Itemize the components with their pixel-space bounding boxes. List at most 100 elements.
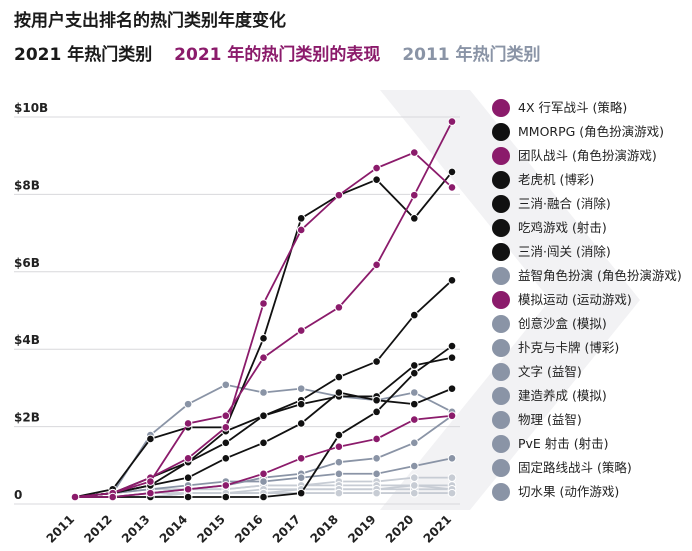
legend-swatch — [492, 483, 510, 501]
data-point — [447, 473, 457, 482]
legend-item: 文字 (益智) — [492, 362, 688, 382]
data-point — [447, 167, 457, 177]
data-point — [221, 411, 231, 421]
y-tick-label: $8B — [14, 178, 40, 192]
legend-label: 4X 行军战斗 (策略) — [518, 100, 628, 115]
series-lines — [70, 117, 457, 502]
legend-item: 固定路线战斗 (策略) — [492, 458, 688, 478]
y-tick-label: $6B — [14, 256, 40, 270]
legend-swatch — [492, 243, 510, 261]
legend-item: 模拟运动 (运动游戏) — [492, 290, 688, 310]
legend-item: 建造养成 (模拟) — [492, 386, 688, 406]
legend-label: 三消·融合 (消除) — [518, 196, 611, 211]
y-tick-label: $10B — [14, 101, 48, 115]
data-point — [447, 488, 457, 498]
legend-label: 老虎机 (博彩) — [518, 172, 595, 187]
data-point — [410, 361, 419, 370]
legend-label: 模拟运动 (运动游戏) — [518, 292, 632, 307]
data-point — [447, 411, 457, 421]
data-point — [259, 438, 268, 448]
legend-item: 物理 (益智) — [492, 410, 688, 430]
x-tick-label: 2014 — [157, 512, 191, 546]
data-point — [183, 473, 193, 482]
data-point — [259, 353, 268, 362]
data-point — [372, 395, 381, 405]
data-point — [447, 454, 457, 463]
data-point — [447, 183, 457, 192]
legend-label: 扑克与卡牌 (博彩) — [518, 340, 620, 355]
chevron-watermark — [380, 90, 640, 510]
legend-label: 团队战斗 (角色扮演游戏) — [518, 148, 657, 163]
data-point — [183, 484, 193, 494]
data-point — [334, 303, 344, 312]
data-point — [372, 407, 381, 417]
x-tick-label: 2020 — [383, 512, 417, 546]
data-point — [372, 163, 381, 173]
legend-item: PvE 射击 (射击) — [492, 434, 688, 454]
legend-swatch — [492, 123, 510, 141]
x-tick-label: 2018 — [308, 512, 342, 546]
subtitle-2011-top: 2011 年热门类别 — [402, 45, 541, 65]
data-point — [447, 275, 457, 285]
subtitle-row: 2021 年热门类别 2021 年的热门类别的表现 2011 年热门类别 — [14, 40, 557, 65]
data-point — [334, 442, 344, 451]
legend-item: 三消·闯关 (消除) — [492, 242, 688, 262]
data-point — [221, 380, 231, 390]
chart-title: 按用户支出排名的热门类别年度变化 — [14, 11, 286, 31]
data-point — [447, 384, 457, 393]
data-point — [183, 492, 193, 502]
legend-swatch — [492, 435, 510, 453]
data-point — [221, 423, 231, 432]
legend-label: PvE 射击 (射击) — [518, 436, 609, 451]
data-point — [296, 454, 306, 463]
legend-label: 建造养成 (模拟) — [518, 388, 607, 403]
data-point — [259, 492, 268, 502]
data-point — [221, 438, 231, 448]
x-tick-label: 2013 — [119, 512, 153, 546]
data-point — [146, 488, 155, 498]
data-point — [372, 454, 381, 463]
x-tick-label: 2016 — [232, 512, 266, 546]
legend-swatch — [492, 195, 510, 213]
data-point — [259, 388, 268, 397]
legend-item: 团队战斗 (角色扮演游戏) — [492, 146, 688, 166]
subtitle-2021-performance: 2021 年的热门类别的表现 — [174, 45, 381, 65]
legend-item: 扑克与卡牌 (博彩) — [492, 338, 688, 358]
data-point — [183, 419, 193, 428]
legend-label: 文字 (益智) — [518, 364, 582, 379]
legend-item: 三消·融合 (消除) — [492, 194, 688, 214]
x-tick-label: 2012 — [81, 512, 115, 546]
data-point — [410, 148, 419, 157]
legend-swatch — [492, 267, 510, 285]
legend-item: 创意沙盒 (模拟) — [492, 314, 688, 334]
legend-item: 益智角色扮演 (角色扮演游戏) — [492, 266, 688, 286]
data-point — [221, 481, 231, 490]
y-tick-label: $2B — [14, 411, 40, 425]
legend-swatch — [492, 171, 510, 189]
data-point — [296, 384, 306, 393]
y-axis-ticks: 0 $2B $4B $6B $8B $10B — [14, 101, 48, 502]
data-point — [296, 473, 306, 482]
y-tick-label: $4B — [14, 333, 40, 347]
x-tick-label: 2017 — [270, 512, 304, 546]
y-tick-label: 0 — [14, 488, 22, 502]
x-tick-label: 2011 — [44, 512, 78, 546]
legend-label: 切水果 (动作游戏) — [518, 484, 620, 499]
series-6 — [70, 341, 457, 502]
legend-swatch — [492, 459, 510, 477]
data-point — [410, 388, 419, 397]
data-point — [410, 473, 419, 482]
data-point — [447, 353, 457, 362]
data-point — [334, 372, 344, 382]
legend-label: MMORPG (角色扮演游戏) — [518, 124, 665, 139]
x-axis-ticks: 2011 2012 2013 2014 2015 2016 2017 2018 2019 2020… — [44, 512, 455, 546]
data-point — [447, 117, 457, 126]
data-point — [410, 438, 419, 448]
x-tick-label: 2021 — [421, 512, 455, 546]
data-point — [296, 488, 306, 498]
data-point — [372, 260, 381, 270]
legend-label: 固定路线战斗 (策略) — [518, 460, 632, 475]
data-point — [183, 454, 193, 463]
data-point — [334, 469, 344, 479]
legend-item: MMORPG (角色扮演游戏) — [492, 122, 688, 142]
